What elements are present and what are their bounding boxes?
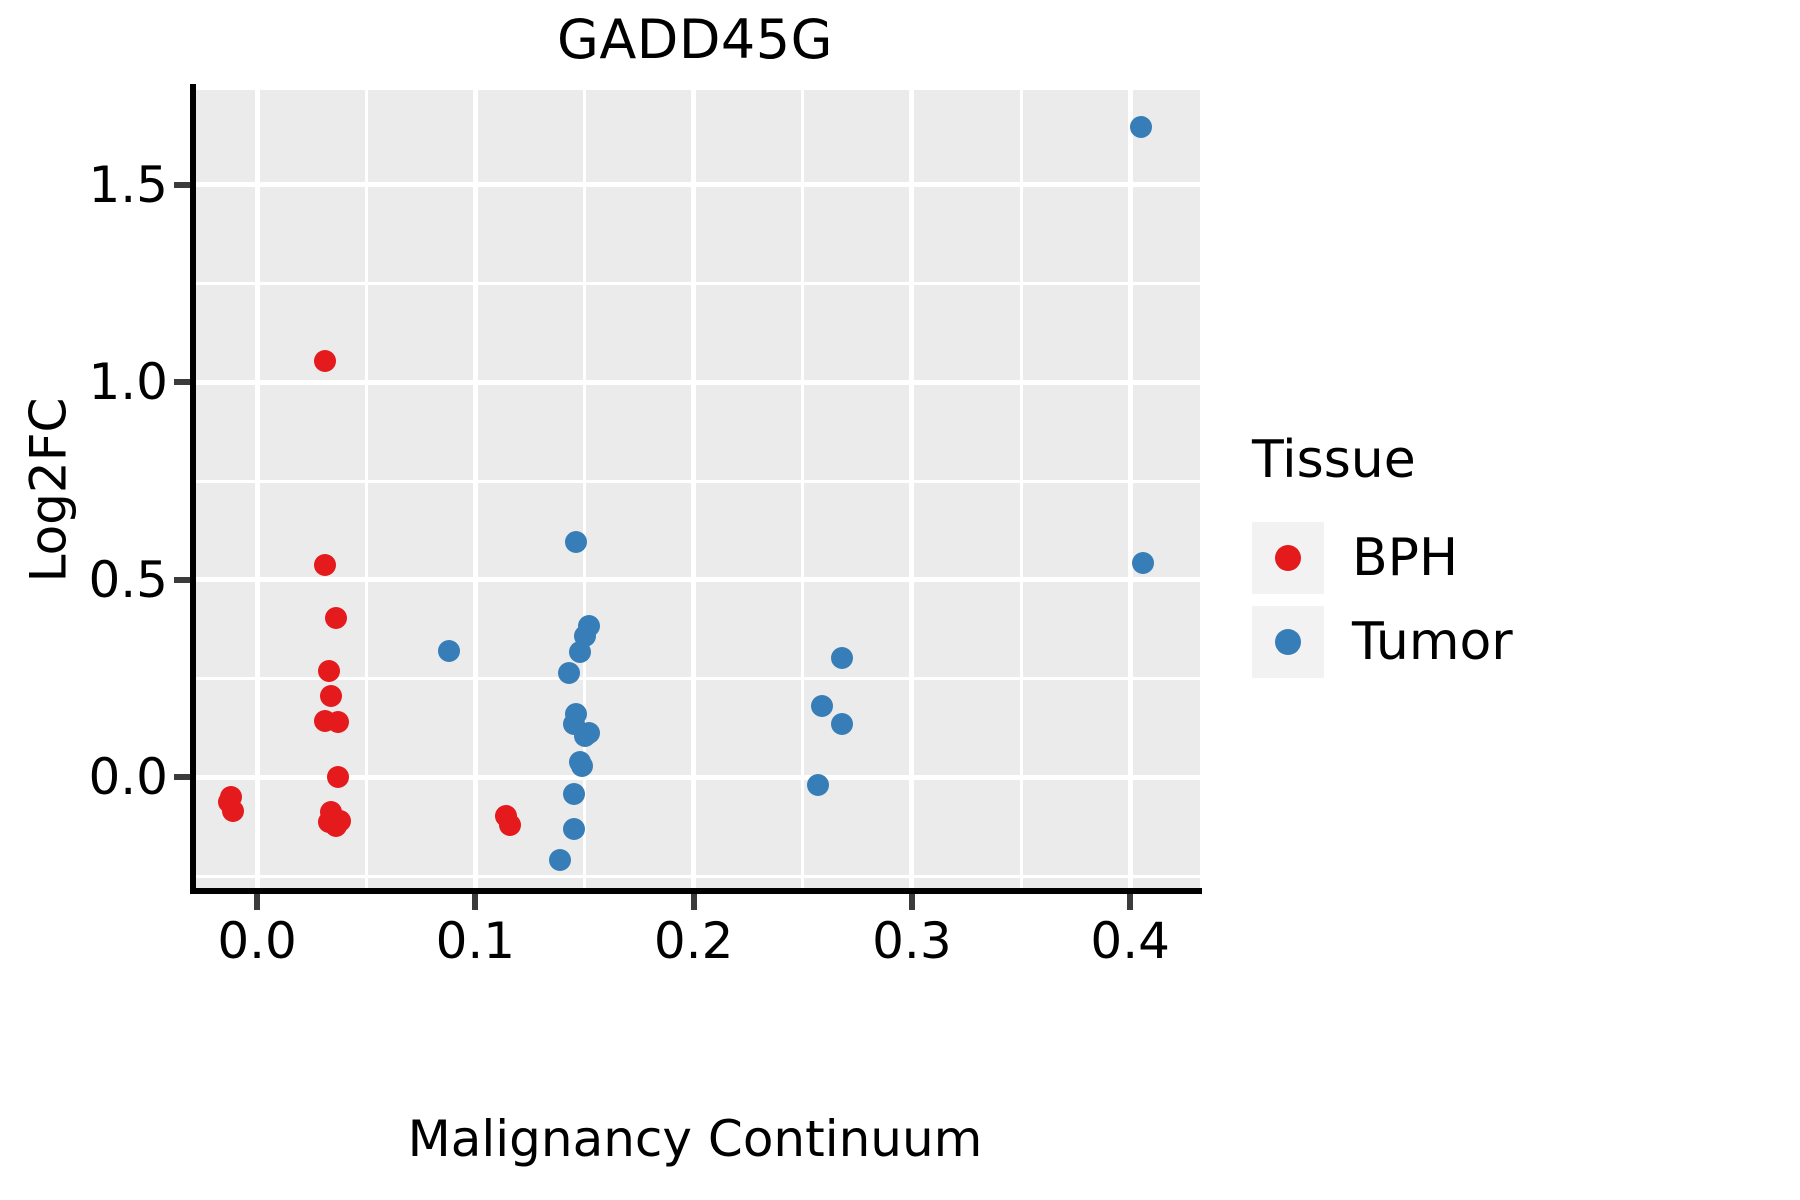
- plot-panel: [196, 90, 1200, 888]
- data-point-bph: [313, 554, 336, 577]
- gridline-minor-horizontal: [196, 874, 1200, 878]
- x-axis-tick: [1127, 894, 1134, 910]
- legend-key-swatch: [1252, 522, 1324, 594]
- x-axis-tick-label: 0.2: [653, 912, 734, 970]
- data-point-tumor: [558, 661, 581, 684]
- y-axis-tick: [174, 774, 190, 781]
- data-point-tumor: [562, 818, 585, 841]
- y-axis-tick: [174, 379, 190, 386]
- y-axis-tick: [174, 181, 190, 188]
- gridline-minor-horizontal: [196, 282, 1200, 286]
- page-title: GADD45G: [556, 8, 833, 71]
- gridline-major-horizontal: [196, 774, 1200, 780]
- x-axis-tick: [472, 894, 479, 910]
- data-point-tumor: [831, 646, 854, 669]
- data-point-tumor: [811, 695, 834, 718]
- data-point-tumor: [564, 530, 587, 553]
- gridline-major-horizontal: [196, 182, 1200, 188]
- legend-title: Tissue: [1252, 430, 1416, 490]
- gridline-major-vertical: [254, 90, 260, 888]
- gridline-minor-vertical: [583, 90, 586, 888]
- y-axis-tick-label: 1.5: [88, 155, 168, 214]
- data-point-bph: [324, 606, 347, 629]
- data-point-bph: [222, 800, 245, 823]
- data-point-bph: [313, 350, 336, 373]
- data-point-tumor: [569, 640, 592, 663]
- y-axis-tick-label: 0.5: [88, 550, 168, 609]
- gridline-minor-vertical: [364, 90, 368, 888]
- data-point-bph: [324, 814, 347, 837]
- gridline-minor-horizontal: [196, 479, 1200, 483]
- legend-item-bph[interactable]: BPH: [1252, 516, 1732, 600]
- data-point-tumor: [438, 639, 461, 662]
- y-axis-tick-label: 1.0: [88, 353, 168, 412]
- gridline-major-vertical: [691, 90, 697, 888]
- data-point-bph: [320, 684, 343, 707]
- x-axis-tick-label: 0.1: [435, 912, 516, 970]
- x-axis-tick: [908, 894, 915, 910]
- y-axis-label: Log2FC: [19, 397, 78, 583]
- x-axis-label: Malignancy Continuum: [407, 1110, 983, 1168]
- legend-key-swatch: [1252, 606, 1324, 678]
- y-axis-label-wrapper: Log2FC: [8, 90, 88, 890]
- data-point-tumor: [1132, 551, 1155, 574]
- data-point-tumor: [1130, 116, 1153, 139]
- gridline-minor-vertical: [1019, 90, 1023, 888]
- legend-marker-icon: [1275, 629, 1301, 655]
- gridline-minor-horizontal: [196, 677, 1200, 681]
- gridline-major-vertical: [909, 90, 915, 888]
- gridline-minor-vertical: [801, 90, 805, 888]
- data-point-bph: [499, 814, 522, 837]
- gridline-major-horizontal: [196, 577, 1200, 583]
- x-axis-line: [190, 888, 1202, 894]
- x-axis-tick-label: 0.4: [1090, 912, 1170, 970]
- data-point-bph: [326, 711, 349, 734]
- data-point-tumor: [573, 725, 596, 748]
- legend-entries: BPH Tumor: [1252, 516, 1732, 684]
- legend-item-label: BPH: [1352, 528, 1459, 588]
- data-point-bph: [318, 659, 341, 682]
- x-axis-tick: [254, 894, 261, 910]
- x-axis-tick-label: 0.3: [872, 912, 952, 970]
- y-axis-tick: [174, 576, 190, 583]
- legend: Tissue BPH Tumor: [1252, 430, 1732, 684]
- x-axis-tick-label: 0.0: [217, 912, 297, 970]
- y-axis-tick-label: 0.0: [88, 748, 168, 807]
- legend-item-label: Tumor: [1352, 612, 1513, 672]
- data-point-tumor: [571, 754, 594, 777]
- legend-item-tumor[interactable]: Tumor: [1252, 600, 1732, 684]
- gridline-major-vertical: [1127, 90, 1133, 888]
- data-point-tumor: [549, 849, 572, 872]
- x-axis-tick: [690, 894, 697, 910]
- legend-marker-icon: [1275, 545, 1301, 571]
- gridline-major-vertical: [472, 90, 478, 888]
- data-point-tumor: [807, 773, 830, 796]
- y-axis-line: [190, 84, 196, 894]
- data-point-tumor: [562, 782, 585, 805]
- gridline-major-horizontal: [196, 379, 1200, 385]
- data-point-bph: [326, 765, 349, 788]
- data-point-tumor: [831, 712, 854, 735]
